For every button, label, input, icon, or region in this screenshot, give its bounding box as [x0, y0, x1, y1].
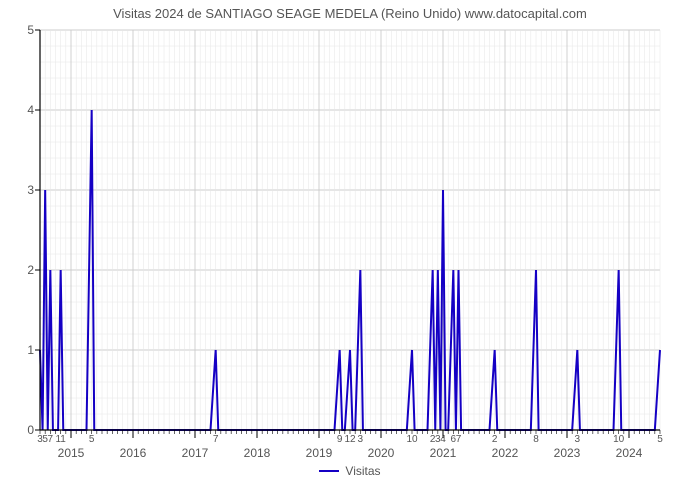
x-minor-label: 10 [613, 434, 624, 445]
y-tick-label: 1 [4, 343, 34, 357]
legend: Visitas [40, 464, 660, 478]
x-minor-label: 5 [89, 434, 95, 445]
x-minor-label: 3 [575, 434, 581, 445]
chart-title: Visitas 2024 de SANTIAGO SEAGE MEDELA (R… [0, 6, 700, 21]
plot-area [40, 30, 660, 430]
x-year-label: 2015 [58, 446, 85, 460]
y-tick-label: 3 [4, 183, 34, 197]
x-minor-label: 2 [492, 434, 498, 445]
legend-label: Visitas [345, 464, 380, 478]
x-minor-label: 8 [533, 434, 539, 445]
legend-swatch [319, 470, 339, 472]
x-year-label: 2021 [430, 446, 457, 460]
x-minor-label: 7 [456, 434, 462, 445]
x-minor-label: 4 [440, 434, 446, 445]
x-year-label: 2024 [616, 446, 643, 460]
x-year-label: 2022 [492, 446, 519, 460]
x-minor-label: 10 [406, 434, 417, 445]
y-tick-label: 0 [4, 423, 34, 437]
y-tick-label: 2 [4, 263, 34, 277]
x-year-label: 2018 [244, 446, 271, 460]
x-minor-label: 9 [337, 434, 343, 445]
x-minor-label: 7 [213, 434, 219, 445]
chart-svg [40, 30, 660, 430]
chart-container: Visitas 2024 de SANTIAGO SEAGE MEDELA (R… [0, 0, 700, 500]
x-year-label: 2020 [368, 446, 395, 460]
y-tick-label: 4 [4, 103, 34, 117]
x-minor-label: 7 [48, 434, 54, 445]
x-year-label: 2023 [554, 446, 581, 460]
x-minor-label: 12 [344, 434, 355, 445]
x-minor-label: 3 [358, 434, 364, 445]
y-tick-label: 5 [4, 23, 34, 37]
x-minor-label: 5 [657, 434, 663, 445]
x-year-label: 2017 [182, 446, 209, 460]
x-minor-label: 11 [55, 434, 65, 445]
x-year-label: 2019 [306, 446, 333, 460]
x-year-label: 2016 [120, 446, 147, 460]
